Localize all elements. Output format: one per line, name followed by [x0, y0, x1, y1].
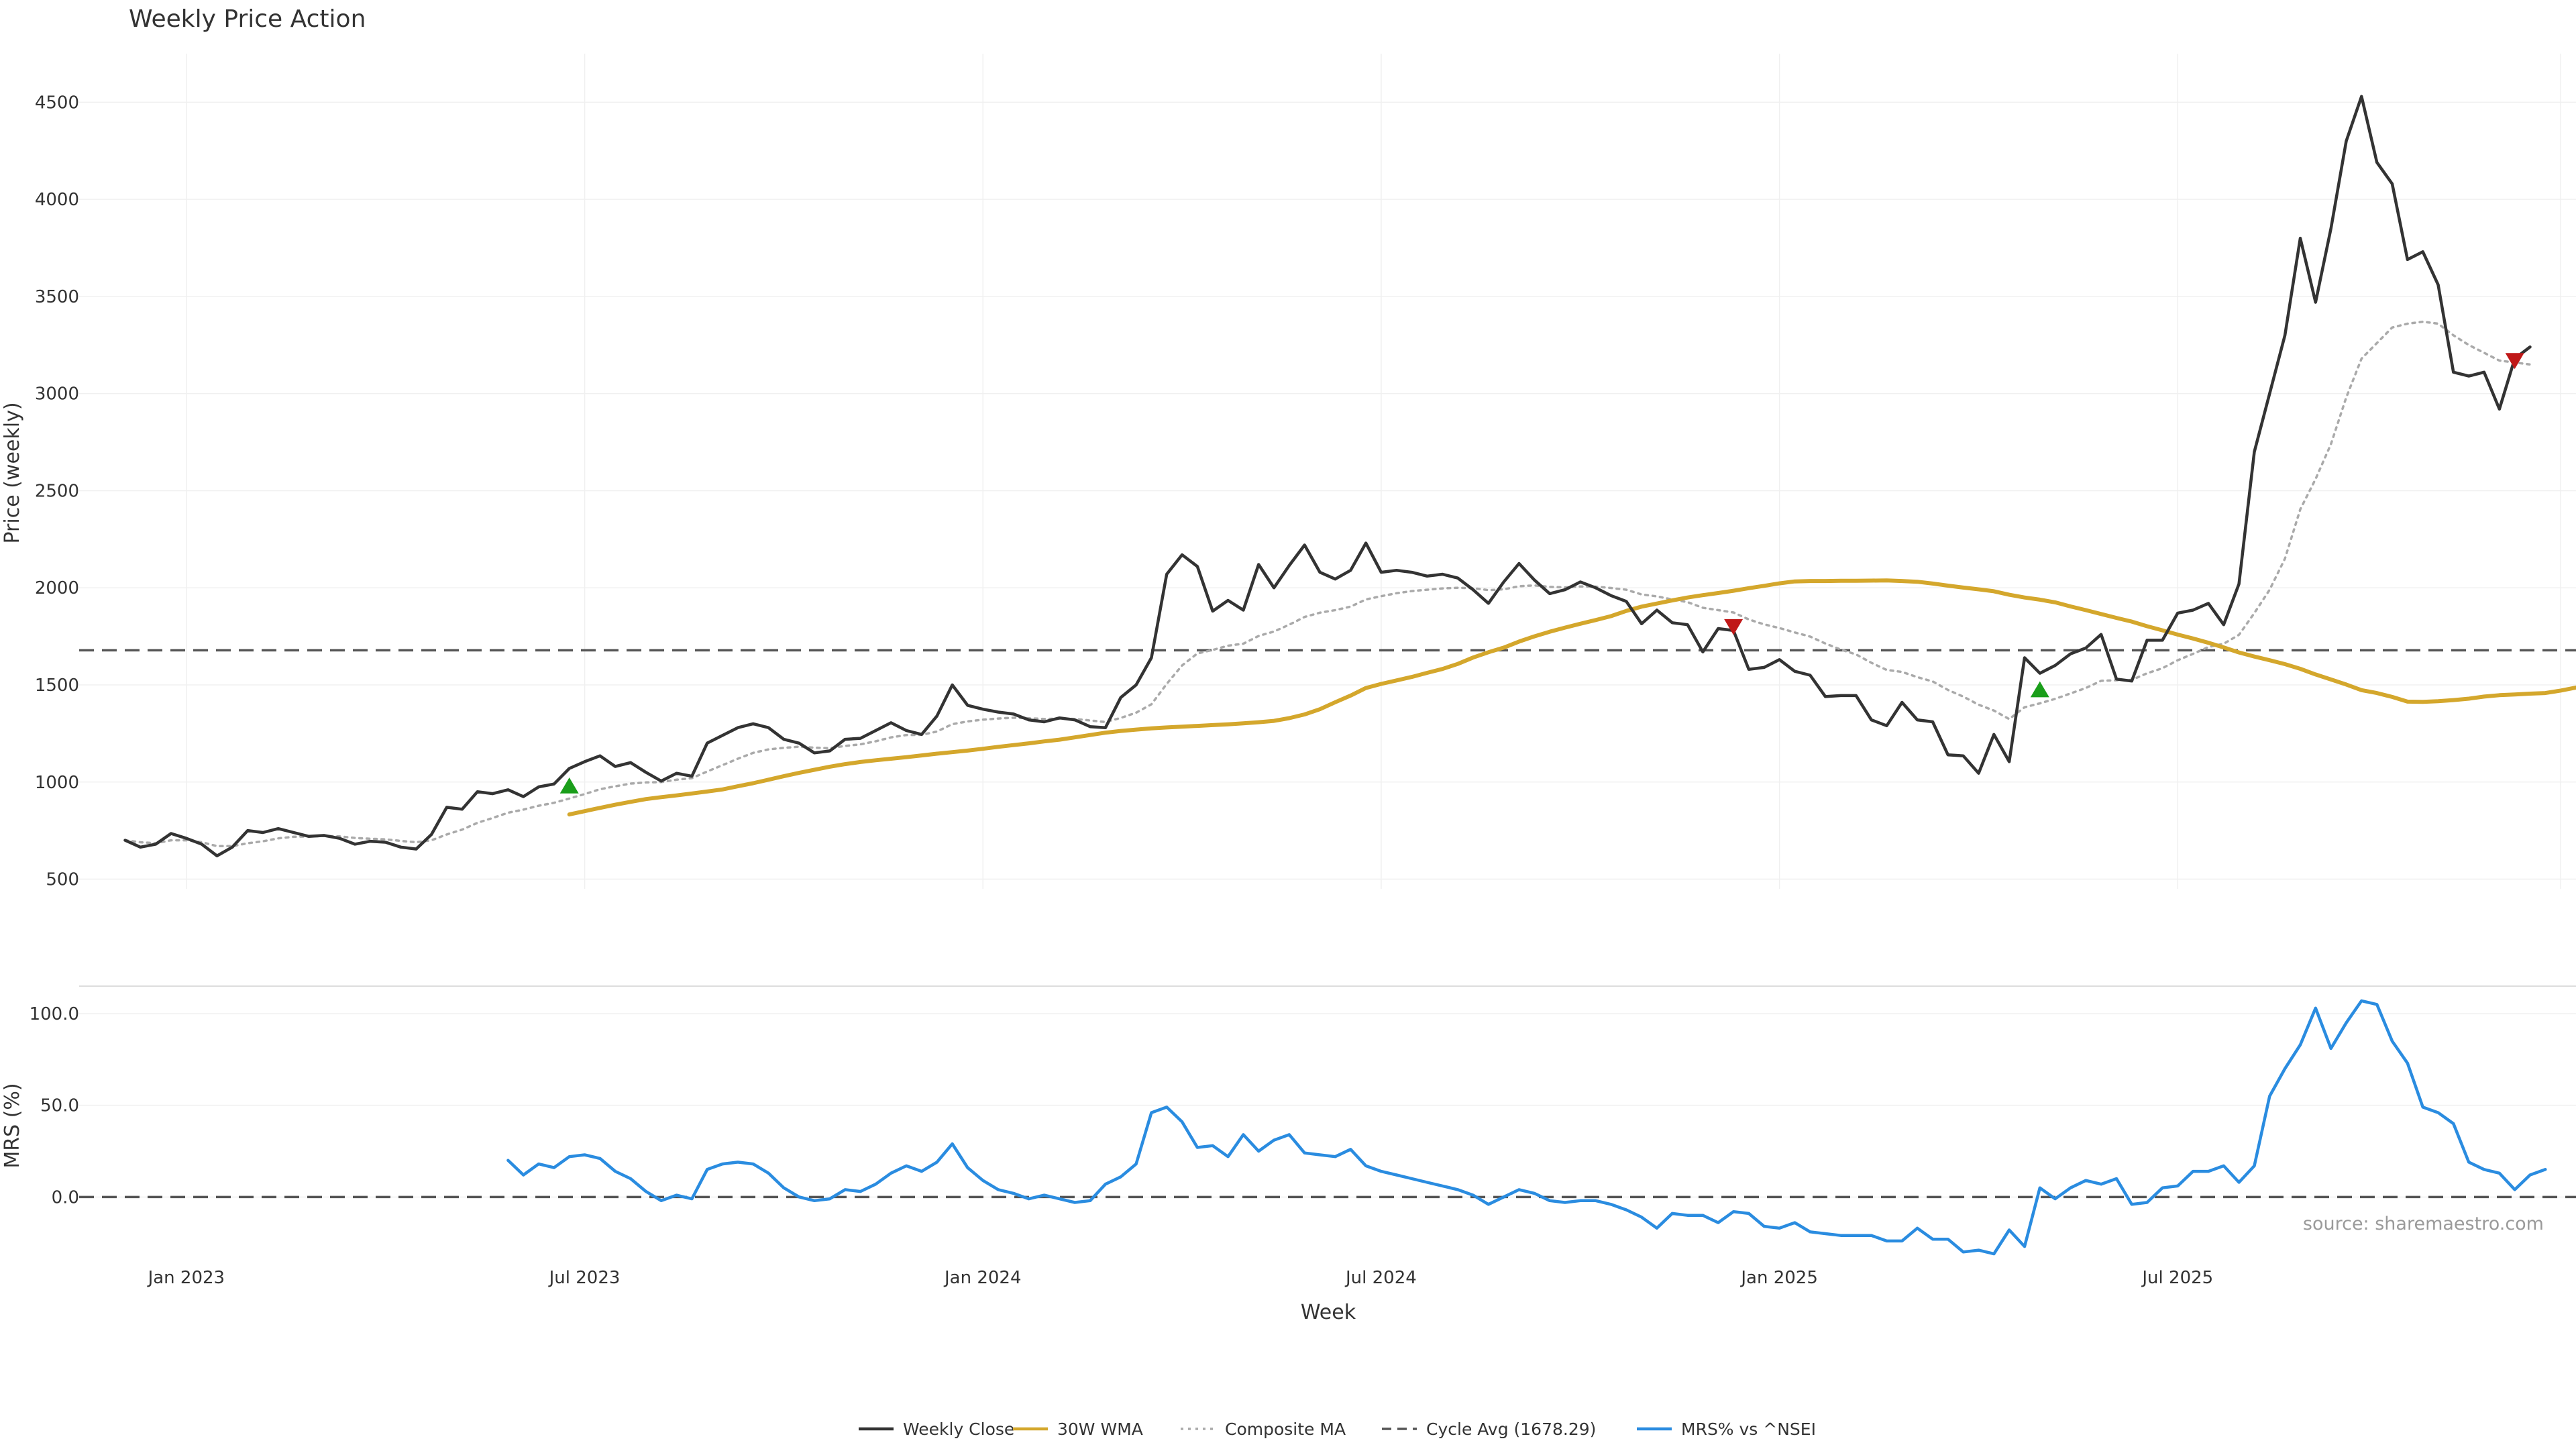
price-tick-label: 1000 — [35, 773, 79, 793]
x-tick-label: Jan 2024 — [943, 1268, 1022, 1288]
x-tick-label: Jan 2025 — [1739, 1268, 1818, 1288]
chart-title: Weekly Price Action — [129, 5, 366, 33]
signal-markers — [559, 353, 2524, 794]
weekly-close-line — [123, 95, 2532, 858]
price-tick-label: 4000 — [35, 190, 79, 210]
composite-ma-line — [123, 320, 2532, 848]
legend-label: Cycle Avg (1678.29) — [1426, 1419, 1596, 1439]
price-tick-label: 1500 — [35, 676, 79, 696]
sell-marker — [1724, 619, 1743, 635]
x-tick-label: Jul 2023 — [548, 1268, 621, 1288]
price-tick-label: 2000 — [35, 578, 79, 598]
legend-label: Composite MA — [1225, 1419, 1346, 1439]
mrs-y-axis: 0.0 50.0 100.0 — [30, 1004, 79, 1208]
price-tick-label: 4500 — [35, 93, 79, 113]
reference-lines — [79, 649, 2576, 1199]
price-y-axis: 500 1000 1500 2000 2500 3000 3500 4000 4500 — [35, 93, 79, 890]
sell-marker — [2505, 353, 2524, 370]
legend-label: 30W WMA — [1057, 1419, 1143, 1439]
x-axis: Jan 2023 Jul 2023 Jan 2024 Jul 2024 Jan 2025… — [147, 1268, 2214, 1288]
mrs-y-axis-label: MRS (%) — [1, 1083, 24, 1168]
gridlines — [79, 54, 2576, 1198]
source-note: source: sharemaestro.com — [2303, 1214, 2544, 1234]
series-lines — [123, 95, 2576, 1256]
legend-label: Weekly Close — [903, 1419, 1014, 1439]
x-axis-label: Week — [1301, 1301, 1356, 1324]
buy-marker — [2030, 681, 2049, 698]
x-tick-label: Jul 2024 — [1344, 1268, 1417, 1288]
legend: Weekly Close 30W WMA Composite MA Cycle Avg… — [859, 1419, 1816, 1439]
mrs-line — [506, 999, 2547, 1256]
price-tick-label: 2500 — [35, 481, 79, 501]
x-tick-label: Jan 2023 — [147, 1268, 225, 1288]
price-tick-label: 500 — [46, 870, 79, 890]
buy-marker — [559, 777, 579, 794]
mrs-tick-label: 50.0 — [40, 1096, 79, 1116]
mrs-tick-label: 100.0 — [30, 1004, 79, 1024]
legend-label: MRS% vs ^NSEI — [1681, 1419, 1816, 1439]
mrs-tick-label: 0.0 — [52, 1187, 79, 1208]
price-tick-label: 3000 — [35, 384, 79, 405]
x-tick-label: Jul 2025 — [2141, 1268, 2213, 1288]
price-tick-label: 3500 — [35, 287, 79, 307]
wma-30w-line — [567, 578, 2576, 817]
price-y-axis-label: Price (weekly) — [1, 402, 24, 543]
